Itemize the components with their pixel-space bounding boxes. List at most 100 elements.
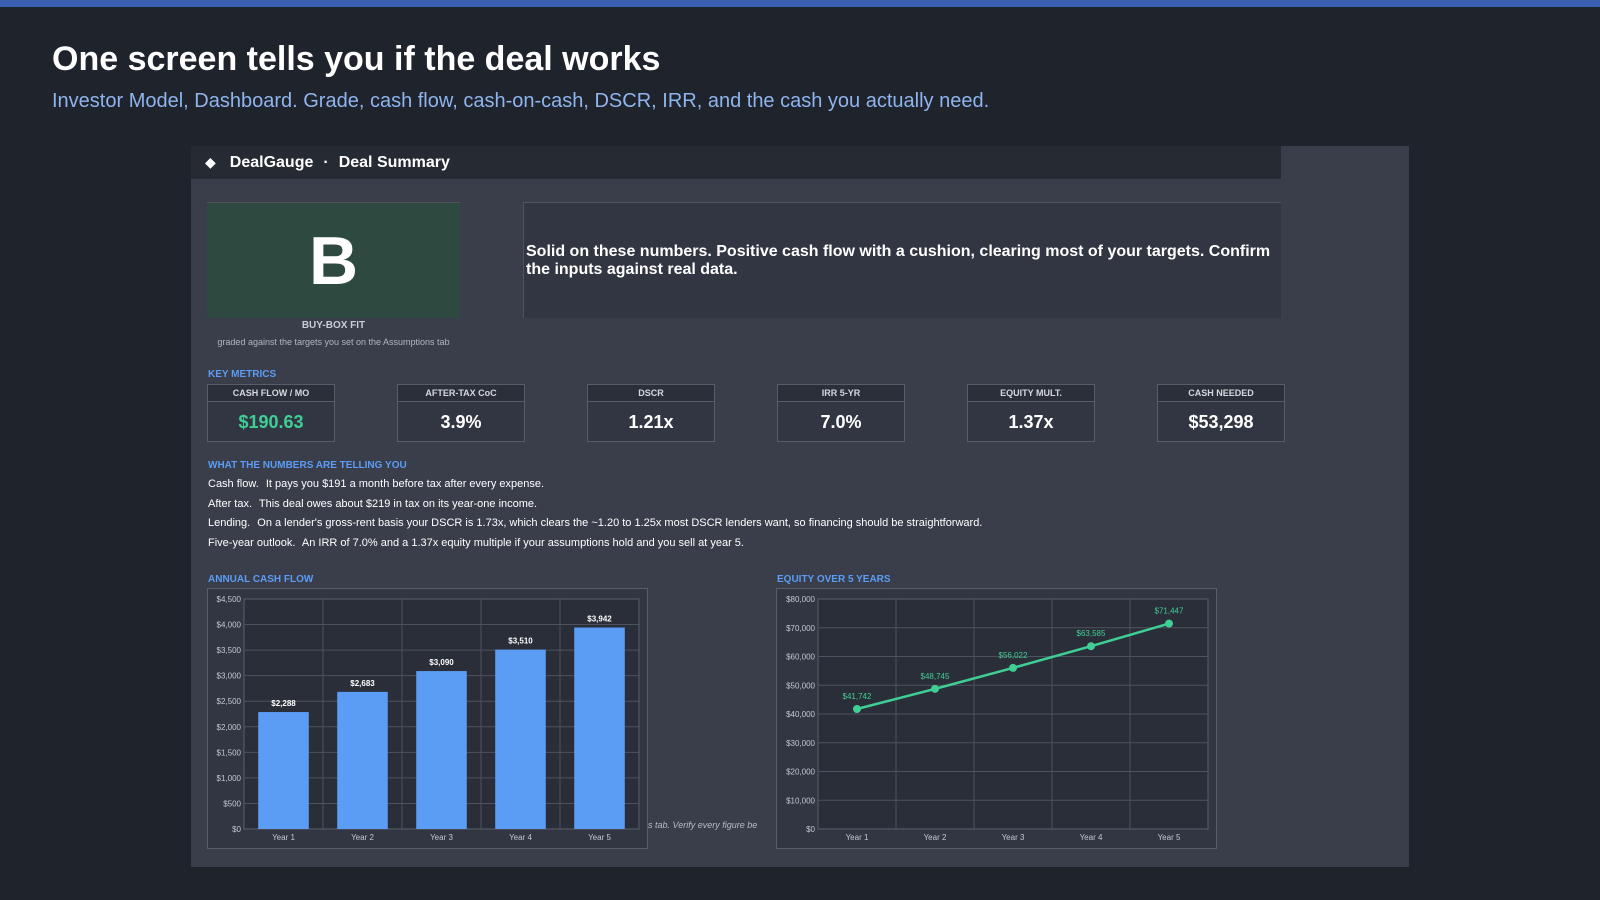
metric-label: EQUITY MULT. bbox=[968, 385, 1094, 402]
panel-header: ◆ DealGauge · Deal Summary bbox=[191, 146, 1281, 179]
y-tick-label: $70,000 bbox=[786, 624, 815, 633]
x-tick-label: Year 3 bbox=[430, 833, 453, 842]
footnote-content: mptions tab. Verify every figure be bbox=[621, 820, 758, 830]
cash-flow-chart-title: ANNUAL CASH FLOW bbox=[208, 574, 314, 585]
verdict-text: Solid on these numbers. Positive cash fl… bbox=[526, 243, 1271, 278]
buybox-label: BUY-BOX FIT bbox=[301, 320, 366, 331]
x-tick-label: Year 5 bbox=[1158, 833, 1181, 842]
annual-cash-flow-chart: $0 $500 $1,000 $1,500 $2,000 $2,500 $3,000 $3,5… bbox=[207, 588, 648, 849]
insight-text: An IRR of 7.0% and a 1.37x equity multip… bbox=[301, 537, 744, 549]
metric-irr: IRR 5-YR 7.0% bbox=[777, 384, 905, 442]
insight-line: After tax. This deal owes about $219 in … bbox=[208, 498, 537, 510]
sheet-title: Deal Summary bbox=[338, 153, 450, 171]
page-subtitle: Investor Model, Dashboard. Grade, cash f… bbox=[52, 90, 990, 112]
y-tick-label: $50,000 bbox=[786, 681, 815, 690]
x-tick-label: Year 4 bbox=[509, 833, 532, 842]
footnote-text: mptions tab. Verify every figure be bbox=[621, 820, 767, 830]
bar bbox=[416, 671, 467, 829]
insight-lead: Five-year outlook. bbox=[208, 537, 296, 549]
y-tick-label: $10,000 bbox=[786, 796, 815, 805]
bar bbox=[495, 649, 546, 829]
header-separator: · bbox=[323, 153, 329, 171]
y-tick-label: $4,000 bbox=[217, 621, 242, 630]
equity-chart: $0 $10,000 $20,000 $30,000 $40,000 $50,000 $60… bbox=[776, 588, 1217, 849]
metric-cash-flow: CASH FLOW / MO $190.63 bbox=[207, 384, 335, 442]
metric-label: IRR 5-YR bbox=[778, 385, 904, 402]
insight-line: Cash flow. It pays you $191 a month befo… bbox=[208, 478, 544, 490]
metric-value: $190.63 bbox=[238, 411, 304, 432]
y-tick-label: $40,000 bbox=[786, 710, 815, 719]
bar bbox=[258, 712, 309, 829]
metric-label: DSCR bbox=[588, 385, 714, 402]
data-label: $63,585 bbox=[1077, 629, 1106, 638]
data-label: $3,090 bbox=[429, 658, 454, 667]
y-tick-label: $500 bbox=[223, 799, 241, 808]
metric-after-tax-coc: AFTER-TAX CoC 3.9% bbox=[397, 384, 525, 442]
x-tick-label: Year 2 bbox=[924, 833, 947, 842]
data-label: $41,742 bbox=[843, 692, 872, 701]
y-tick-label: $3,500 bbox=[217, 646, 242, 655]
metric-label: AFTER-TAX CoC bbox=[398, 385, 524, 402]
y-tick-label: $20,000 bbox=[786, 768, 815, 777]
top-accent-bar bbox=[0, 0, 1600, 7]
data-label: $48,745 bbox=[921, 672, 950, 681]
bar bbox=[574, 627, 625, 829]
insights-label: WHAT THE NUMBERS ARE TELLING YOU bbox=[208, 460, 407, 471]
y-tick-label: $2,500 bbox=[217, 697, 242, 706]
metric-value: 1.37x bbox=[1008, 411, 1054, 432]
y-tick-label: $1,000 bbox=[217, 774, 242, 783]
key-metrics-label: KEY METRICS bbox=[208, 369, 277, 380]
metric-value: 7.0% bbox=[820, 411, 862, 432]
metric-value: 3.9% bbox=[440, 411, 482, 432]
data-label: $3,942 bbox=[587, 615, 612, 624]
grade-box: B bbox=[207, 202, 460, 318]
y-tick-label: $60,000 bbox=[786, 653, 815, 662]
insight-line: Lending. On a lender's gross-rent basis … bbox=[208, 517, 982, 529]
x-tick-label: Year 4 bbox=[1080, 833, 1103, 842]
y-tick-label: $0 bbox=[806, 825, 815, 834]
dashboard-panel: ◆ DealGauge · Deal Summary B BUY-BOX FIT… bbox=[191, 146, 1409, 867]
bar bbox=[337, 691, 388, 829]
insight-line: Five-year outlook. An IRR of 7.0% and a … bbox=[208, 537, 744, 549]
data-point bbox=[1009, 663, 1017, 672]
data-label: $71,447 bbox=[1155, 607, 1184, 616]
data-point bbox=[853, 704, 861, 713]
x-tick-label: Year 3 bbox=[1002, 833, 1025, 842]
y-tick-label: $30,000 bbox=[786, 739, 815, 748]
buybox-subtext: graded against the targets you set on th… bbox=[217, 337, 450, 347]
y-tick-label: $3,000 bbox=[217, 672, 242, 681]
data-point bbox=[1165, 619, 1173, 628]
metric-equity-multiple: EQUITY MULT. 1.37x bbox=[967, 384, 1095, 442]
insight-lead: Lending. bbox=[208, 517, 251, 529]
metric-label: CASH NEEDED bbox=[1158, 385, 1284, 402]
data-label: $56,022 bbox=[999, 651, 1028, 660]
insight-text: This deal owes about $219 in tax on its … bbox=[258, 498, 538, 510]
bar-chart-svg: $0 $500 $1,000 $1,500 $2,000 $2,500 $3,000 $3,5… bbox=[217, 595, 640, 842]
y-tick-label: $4,500 bbox=[217, 595, 242, 604]
insight-text: On a lender's gross-rent basis your DSCR… bbox=[257, 517, 983, 529]
x-tick-label: Year 1 bbox=[272, 833, 295, 842]
page-title: One screen tells you if the deal works bbox=[52, 40, 661, 78]
diamond-icon: ◆ bbox=[205, 154, 216, 170]
x-tick-label: Year 5 bbox=[588, 833, 611, 842]
y-tick-label: $80,000 bbox=[786, 595, 815, 604]
x-tick-label: Year 2 bbox=[351, 833, 374, 842]
data-point bbox=[931, 684, 939, 693]
equity-chart-title: EQUITY OVER 5 YEARS bbox=[777, 574, 891, 585]
data-label: $3,510 bbox=[508, 637, 533, 646]
verdict-box: Solid on these numbers. Positive cash fl… bbox=[523, 202, 1281, 318]
metric-value: $53,298 bbox=[1188, 411, 1254, 432]
brand-name: DealGauge bbox=[229, 153, 314, 171]
deal-grade: B bbox=[308, 222, 359, 299]
insight-lead: After tax. bbox=[208, 498, 253, 510]
metric-label: CASH FLOW / MO bbox=[208, 385, 334, 402]
insight-lead: Cash flow. bbox=[208, 478, 259, 490]
metric-dscr: DSCR 1.21x bbox=[587, 384, 715, 442]
data-label: $2,288 bbox=[271, 699, 296, 708]
metric-value: 1.21x bbox=[628, 411, 674, 432]
y-tick-label: $0 bbox=[232, 825, 241, 834]
x-tick-label: Year 1 bbox=[846, 833, 869, 842]
y-tick-label: $2,000 bbox=[217, 723, 242, 732]
data-point bbox=[1087, 642, 1095, 651]
insight-text: It pays you $191 a month before tax afte… bbox=[265, 478, 545, 490]
